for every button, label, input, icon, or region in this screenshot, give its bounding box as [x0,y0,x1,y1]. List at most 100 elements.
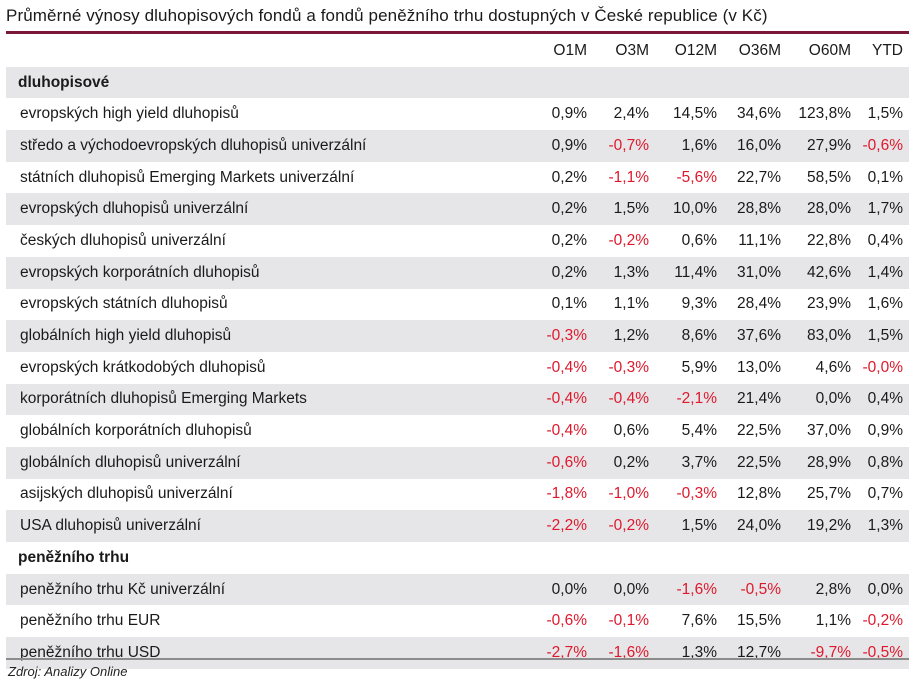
return-value: 0,4% [867,231,903,249]
return-value: 1,3% [857,510,909,542]
return-value: 1,3% [655,637,723,669]
table-row: evropských státních dluhopisů 0,1% 1,1% 9,3… [6,289,909,321]
column-header: O12M [674,41,717,59]
table-row: středo a východoevropských dluhopisů uni… [6,130,909,162]
return-value: 1,5% [857,320,909,352]
return-value: -0,5% [723,573,787,606]
return-value: 12,8% [737,485,781,503]
return-value: 0,2% [593,446,655,479]
return-value: 16,0% [723,130,787,162]
return-value: 24,0% [723,510,787,542]
fund-category-name: peněžního trhu EUR [20,612,161,630]
return-value: 0,9% [551,105,587,123]
return-value: -0,3% [531,320,593,352]
table-row: státních dluhopisů Emerging Markets univ… [6,162,909,194]
return-value: -0,6% [546,612,588,630]
return-value: -0,2% [593,510,655,542]
column-header: O1M [553,41,587,59]
column-header: YTD [872,41,903,59]
return-value: 28,9% [787,446,857,479]
return-value: 27,9% [787,130,857,162]
table-row: evropských korporátních dluhopisů 0,2% 1,3… [6,256,909,289]
return-value: 0,6% [681,231,717,249]
fund-category-name: evropských státních dluhopisů [20,295,228,313]
fund-category-name: globálních dluhopisů univerzální [6,446,531,479]
return-value: 15,5% [737,612,781,630]
return-value: 9,3% [681,295,717,313]
fund-category-name: korporátních dluhopisů Emerging Markets [6,383,531,416]
fund-category-name: asijských dluhopisů univerzální [20,485,233,503]
section-title: peněžního trhu [18,548,130,566]
table-row: evropských krátkodobých dluhopisů -0,4% -0… [6,352,909,384]
return-value: 1,2% [593,320,655,352]
return-value: 25,7% [807,485,851,503]
return-value: 22,7% [737,168,781,186]
return-value: -0,6% [857,130,909,162]
return-value: 10,0% [655,193,723,226]
table-row: evropských dluhopisů univerzální 0,2% 1,5%… [6,193,909,226]
table-row: USA dluhopisů univerzální -2,2% -0,2% 1,5% 2… [6,510,909,542]
return-value: -1,8% [546,485,588,503]
column-header: O36M [738,41,781,59]
return-value: -0,3% [676,485,718,503]
return-value: -2,1% [655,383,723,416]
return-value: 1,6% [655,130,723,162]
table-row: peněžního trhu Kč univerzální 0,0% 0,0% -1,… [6,573,909,606]
return-value: 0,0% [593,573,655,606]
return-value: 0,0% [787,383,857,416]
return-value: 0,2% [551,231,587,249]
return-value: 4,6% [815,358,851,376]
return-value: -2,7% [531,637,593,669]
return-value: 7,6% [681,612,717,630]
table-row: peněžního trhu USD -2,7% -1,6% 1,3% 12,7% -9,… [6,637,909,669]
return-value: 58,5% [807,168,851,186]
return-value: 23,9% [807,295,851,313]
return-value: 42,6% [787,256,857,289]
return-value: 14,5% [673,105,717,123]
return-value: -1,1% [608,168,650,186]
return-value: 3,7% [655,446,723,479]
section-header-row: peněžního trhu [6,542,909,574]
return-value: -0,4% [531,383,593,416]
return-value: -1,6% [593,637,655,669]
return-value: 5,9% [681,358,717,376]
column-header: O60M [808,41,851,59]
table-title: Průměrné výnosy dluhopisových fondů a fo… [6,6,768,25]
header-fund-name [6,35,531,67]
return-value: -0,1% [608,612,650,630]
return-value: 0,2% [531,256,593,289]
return-value: 1,7% [857,193,909,226]
fund-category-name: středo a východoevropských dluhopisů uni… [6,130,531,162]
return-value: -0,2% [608,231,650,249]
return-value: -0,2% [862,612,904,630]
table-row: českých dluhopisů univerzální 0,2% -0,2% 0,… [6,225,909,257]
return-value: 83,0% [787,320,857,352]
table-row: globálních high yield dluhopisů -0,3% 1,2%… [6,320,909,352]
return-value: 0,0% [857,573,909,606]
return-value: 37,0% [807,422,851,440]
section-header-row: dluhopisové [6,66,909,99]
return-value: 28,4% [737,295,781,313]
return-value: -9,7% [787,637,857,669]
fund-category-name: globálních high yield dluhopisů [6,320,531,352]
return-value: 0,8% [857,446,909,479]
return-value: 0,1% [867,168,903,186]
fund-category-name: peněžního trhu Kč univerzální [6,573,531,606]
return-value: 1,6% [867,295,903,313]
return-value: 0,9% [531,130,593,162]
return-value: -0,6% [531,446,593,479]
return-value: 1,5% [867,105,903,123]
return-value: 37,6% [723,320,787,352]
return-value: 22,8% [807,231,851,249]
source-note: Zdroj: Analizy Online [8,664,128,679]
table-row: globálních dluhopisů univerzální -0,6% 0,2… [6,446,909,479]
return-value: 2,4% [613,105,649,123]
return-value: 0,4% [857,383,909,416]
return-value: 21,4% [723,383,787,416]
bottom-divider [6,658,909,660]
return-value: -1,6% [655,573,723,606]
return-value: 123,8% [798,105,851,123]
return-value: 0,9% [867,422,903,440]
return-value: 0,6% [613,422,649,440]
return-value: 28,0% [787,193,857,226]
